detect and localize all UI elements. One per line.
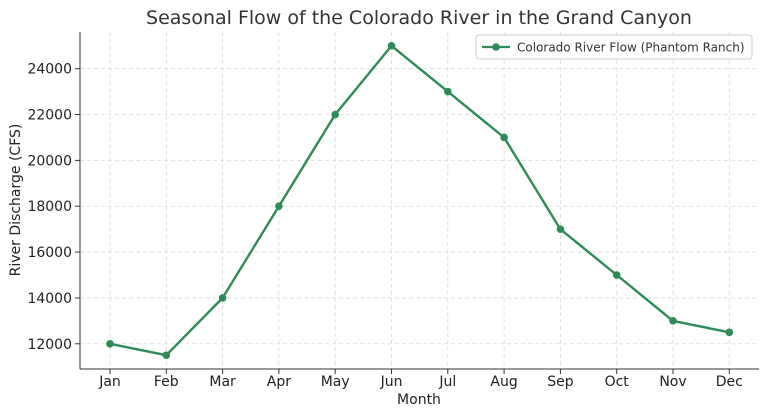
data-point <box>669 317 677 325</box>
x-tick-label: Jul <box>438 374 456 390</box>
x-tick-label: Jan <box>98 374 121 390</box>
x-tick-label: Aug <box>490 374 517 390</box>
data-point <box>218 294 227 302</box>
y-tick-label: 14000 <box>27 291 72 307</box>
series-layer <box>106 41 734 360</box>
legend-box <box>475 34 753 60</box>
y-tick-label: 12000 <box>27 337 72 353</box>
x-tick-label: Jun <box>380 374 403 390</box>
x-axis-label: Month <box>397 392 441 408</box>
x-tick-label: Dec <box>716 374 743 390</box>
y-axis-label: River Discharge (CFS) <box>8 124 24 277</box>
data-point <box>556 225 565 233</box>
series-line <box>108 44 731 357</box>
data-point <box>275 202 283 211</box>
x-tick-label: Mar <box>209 374 236 390</box>
legend-series-label: Colorado River Flow (Phantom Ranch) <box>517 41 745 55</box>
data-point <box>725 328 734 337</box>
x-tick-label: Feb <box>154 374 179 390</box>
data-point <box>162 351 171 360</box>
data-point <box>500 133 508 142</box>
y-ticks: 12000 14000 16000 18000 20000 22000 24000 <box>27 62 80 353</box>
y-tick-label: 24000 <box>27 62 72 78</box>
data-point <box>444 87 452 96</box>
chart-title: Seasonal Flow of the Colorado River in t… <box>146 7 692 29</box>
legend: Colorado River Flow (Phantom Ranch) <box>475 34 753 60</box>
x-tick-label: Apr <box>267 374 291 390</box>
x-tick-label: Nov <box>659 374 686 390</box>
x-tick-label: Oct <box>605 374 630 390</box>
data-point <box>612 271 621 279</box>
legend-series-marker <box>492 43 500 51</box>
y-tick-label: 20000 <box>27 153 72 169</box>
y-tick-label: 22000 <box>27 108 72 124</box>
x-tick-label: May <box>321 374 350 390</box>
data-point <box>106 339 114 348</box>
data-point <box>331 110 340 119</box>
data-point <box>387 41 396 50</box>
y-tick-label: 16000 <box>27 245 72 261</box>
x-tick-label: Sep <box>547 374 574 390</box>
x-ticks: Jan Feb Mar Apr May Jun Jul Aug Sep Oct Nov Dec <box>98 369 743 390</box>
y-tick-label: 18000 <box>27 199 72 215</box>
